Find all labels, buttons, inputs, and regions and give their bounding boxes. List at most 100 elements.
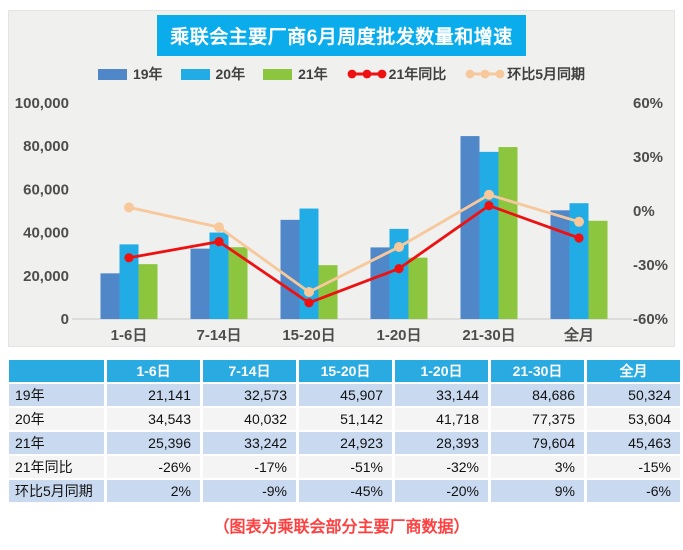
legend-bar-swatch (97, 68, 127, 80)
line-marker (484, 189, 494, 200)
table-header-cell (9, 360, 104, 382)
bar (389, 228, 409, 319)
bar (498, 147, 518, 319)
table-cell: -9% (203, 480, 296, 502)
chart-panel: 乘联会主要厂商6月周度批发数量和增速 19年 20年 21年 21年同比 环比5月同期 … (8, 10, 675, 347)
legend-bar-swatch (180, 68, 210, 80)
bar (588, 220, 608, 319)
legend-item: 环比5月同期 (464, 64, 585, 84)
bar (119, 244, 139, 319)
line-marker (214, 222, 224, 233)
table-row-label: 21年同比 (9, 456, 104, 478)
table-row: 21年同比 -26% -17% -51% -32% 3% -15% (9, 456, 680, 478)
bar (370, 247, 390, 319)
table-cell: 51,142 (299, 408, 392, 430)
line-marker (124, 202, 134, 213)
table-cell: 40,032 (203, 408, 296, 430)
table-header-cell: 15-20日 (299, 360, 392, 382)
line-marker (574, 233, 584, 243)
table-cell: 2% (107, 480, 200, 502)
category-label: 7-14日 (196, 327, 241, 344)
table-cell: 45,907 (299, 384, 392, 406)
left-axis-tick-label: 20,000 (23, 268, 69, 285)
chart-title: 乘联会主要厂商6月周度批发数量和增速 (157, 15, 526, 56)
table-row-label: 19年 (9, 384, 104, 406)
chart-legend: 19年 20年 21年 21年同比 环比5月同期 (9, 64, 674, 84)
bar (138, 264, 158, 319)
table-row-label: 20年 (9, 408, 104, 430)
legend-line-marker (465, 69, 505, 79)
table-cell: 21,141 (107, 384, 200, 406)
line-marker (214, 237, 224, 247)
table-cell: 41,718 (395, 408, 488, 430)
table-cell: 32,573 (203, 384, 296, 406)
bar (209, 232, 229, 319)
line-marker (394, 242, 404, 252)
legend-item: 21年 (263, 64, 328, 84)
category-label: 1-6日 (111, 327, 148, 344)
table-cell: 50,324 (587, 384, 680, 406)
table-header-cell: 1-20日 (395, 360, 488, 382)
right-axis-tick-label: -30% (633, 257, 668, 274)
data-table-wrap: 1-6日 7-14日 15-20日 1-20日 21-30日 全月 19年 21,141 32,… (6, 358, 683, 504)
left-axis-tick-label: 40,000 (23, 225, 69, 242)
bar (100, 273, 120, 319)
source-caption: （图表为乘联会部分主要厂商数据） (213, 519, 470, 536)
bar (280, 219, 300, 319)
trend-line (128, 204, 580, 305)
table-header-cell: 7-14日 (203, 360, 296, 382)
table-row-label: 21年 (9, 432, 104, 454)
table-row-label: 环比5月同期 (9, 480, 104, 502)
table-cell: 9% (491, 480, 584, 502)
bar (569, 203, 589, 319)
legend-label: 21年同比 (388, 66, 447, 82)
right-axis-tick-label: 30% (633, 149, 663, 166)
table-cell: -26% (107, 456, 200, 478)
line-marker (574, 216, 584, 227)
bar (479, 151, 499, 319)
table-cell: 28,393 (395, 432, 488, 454)
table-row: 环比5月同期 2% -9% -45% -20% 9% -6% (9, 480, 680, 502)
legend-bar-swatch (263, 68, 293, 80)
table-cell: 33,144 (395, 384, 488, 406)
table-cell: -20% (395, 480, 488, 502)
bar (228, 247, 248, 319)
table-cell: 84,686 (491, 384, 584, 406)
line-marker (304, 287, 314, 297)
trend-line (128, 193, 580, 294)
legend-line-marker (347, 69, 387, 79)
category-label: 全月 (563, 326, 594, 344)
table-cell: 33,242 (203, 432, 296, 454)
table-cell: 3% (491, 456, 584, 478)
category-label: 15-20日 (282, 327, 335, 344)
table-row: 19年 21,141 32,573 45,907 33,144 84,686 50,324 (9, 384, 680, 406)
legend-label: 环比5月同期 (507, 66, 586, 82)
legend-label: 20年 (215, 66, 246, 82)
table-row: 21年 25,396 33,242 24,923 28,393 79,604 45,463 (9, 432, 680, 454)
bar (190, 248, 210, 319)
combo-chart: 0 20,000 40,000 60,000 80,000 100,000 -60% -30%… (15, 95, 668, 344)
table-cell: -6% (587, 480, 680, 502)
left-axis-tick-label: 0 (61, 311, 69, 328)
table-cell: -17% (203, 456, 296, 478)
table-cell: 24,923 (299, 432, 392, 454)
table-header-row: 1-6日 7-14日 15-20日 1-20日 21-30日 全月 (9, 360, 680, 382)
legend-item: 19年 (97, 64, 163, 84)
table-header-cell: 全月 (587, 360, 680, 382)
table-cell: 79,604 (491, 432, 584, 454)
table-cell: 53,604 (587, 408, 680, 430)
line-marker (394, 264, 404, 274)
legend-item: 20年 (180, 64, 246, 84)
legend-label: 19年 (132, 66, 163, 82)
line-marker (484, 201, 494, 211)
bar (550, 210, 570, 319)
right-axis-tick-label: 0% (633, 203, 655, 220)
table-header-cell: 1-6日 (107, 360, 200, 382)
bar (408, 257, 428, 319)
table-cell: 34,543 (107, 408, 200, 430)
table-cell: 25,396 (107, 432, 200, 454)
table-cell: 45,463 (587, 432, 680, 454)
legend-label: 21年 (298, 66, 328, 82)
table-row: 20年 34,543 40,032 51,142 41,718 77,375 53,604 (9, 408, 680, 430)
category-label: 21-30日 (462, 327, 515, 344)
